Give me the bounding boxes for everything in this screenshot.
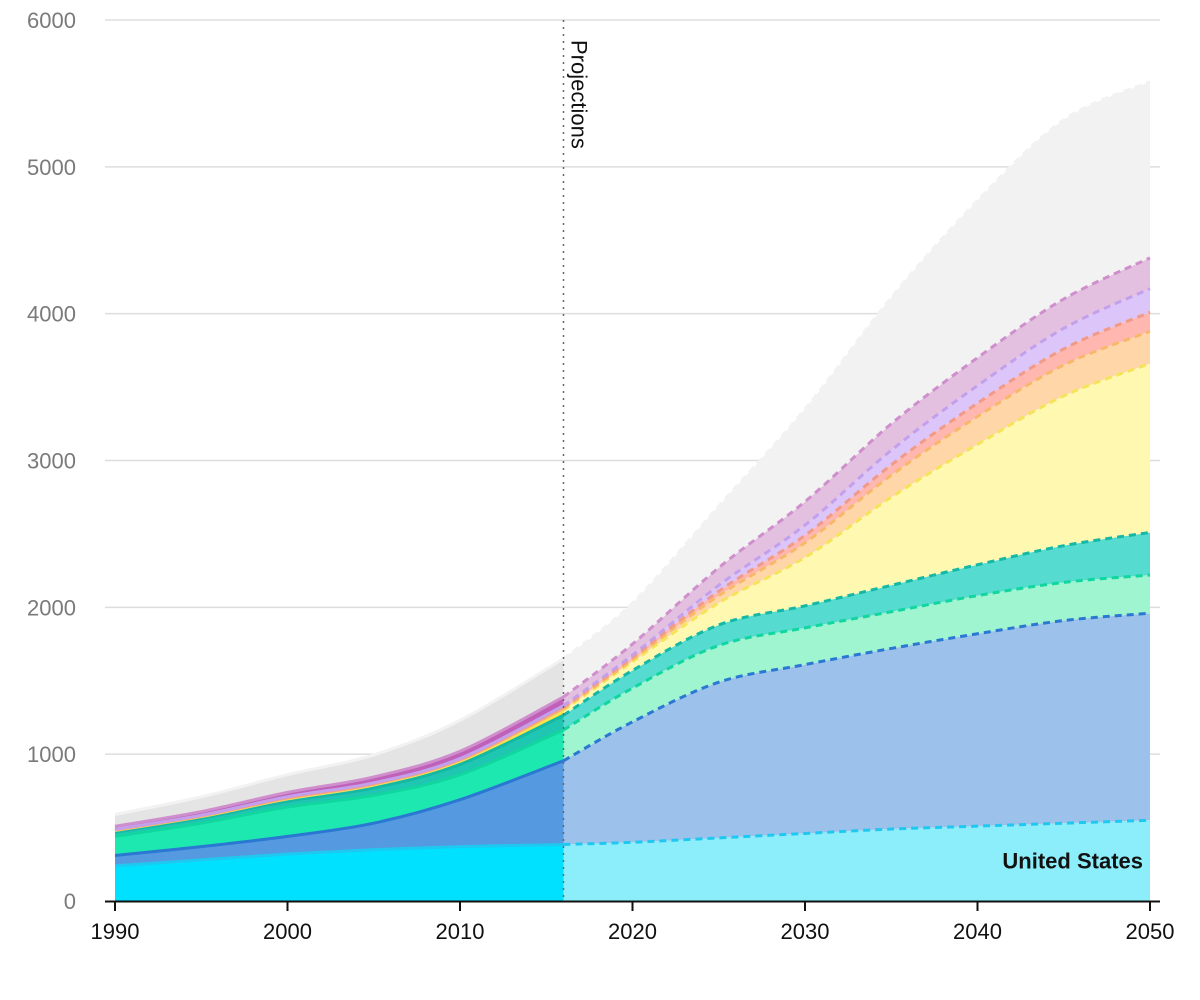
y-tick-label: 3000	[27, 449, 76, 474]
y-tick-label: 2000	[27, 595, 76, 620]
united-states-projected-line	[563, 818, 1151, 846]
united-states-historical-line	[114, 842, 564, 868]
series-3-historical-area	[115, 729, 564, 856]
series-10-projected-line	[562, 80, 1151, 660]
series-10-projected-area	[563, 81, 1150, 697]
x-tick-label: 2000	[263, 919, 312, 944]
series-3-historical-line	[114, 728, 565, 838]
series-2-projected-line	[562, 611, 1151, 763]
x-tick-label: 2030	[781, 919, 830, 944]
series-4-projected-line	[562, 530, 1151, 717]
y-tick-label: 4000	[27, 302, 76, 327]
series-9-historical-line	[114, 695, 565, 828]
projection-label: Projections	[567, 40, 592, 149]
series-9-projected-area	[563, 257, 1150, 706]
series-boundary-lines	[114, 80, 1151, 868]
series-6-projected-line	[562, 329, 1151, 710]
series-10-historical-line	[114, 657, 565, 816]
x-tick-label: 1990	[91, 919, 140, 944]
y-tick-label: 6000	[27, 8, 76, 33]
x-axis-tick-labels: 1990 2000 2010 2020 2030 2040 2050	[91, 919, 1175, 944]
series-8-historical-line	[114, 704, 565, 831]
series-3-projected-area	[563, 575, 1150, 761]
x-tick-label: 2040	[953, 919, 1002, 944]
x-tick-label: 2050	[1126, 919, 1175, 944]
series-10-historical-area	[115, 658, 564, 827]
series-8-projected-area	[563, 288, 1150, 708]
y-tick-label: 0	[64, 889, 76, 914]
x-tick-label: 2020	[608, 919, 657, 944]
y-tick-label: 5000	[27, 155, 76, 180]
series-2-historical-line	[114, 759, 565, 857]
series-labels: United States	[1002, 849, 1143, 874]
y-axis-tick-labels: 0 1000 2000 3000 4000 5000 6000	[27, 8, 76, 914]
united-states-projected-area	[563, 820, 1150, 901]
series-5-projected-line	[562, 362, 1151, 712]
series-2-projected-area	[563, 613, 1150, 845]
projection-marker: Projections	[562, 20, 592, 901]
x-tick-label: 2010	[436, 919, 485, 944]
series-2-historical-area	[115, 760, 564, 866]
united-states-label: United States	[1002, 849, 1143, 874]
series-3-projected-line	[562, 573, 1151, 732]
axes	[105, 900, 1160, 911]
series-4-projected-area	[563, 532, 1150, 730]
y-tick-label: 1000	[27, 742, 76, 767]
series-7-projected-line	[562, 310, 1151, 709]
